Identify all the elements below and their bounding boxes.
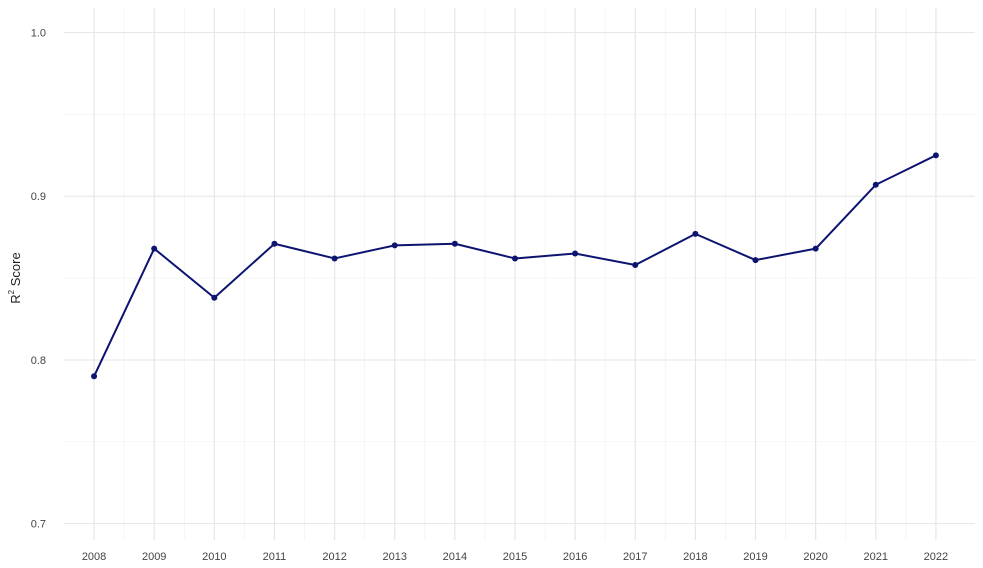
data-point (151, 245, 158, 252)
data-point (211, 294, 218, 301)
y-tick-label: 0.8 (31, 355, 46, 367)
data-point (271, 240, 278, 247)
x-tick-label: 2010 (202, 551, 226, 563)
x-tick-label: 2016 (563, 551, 587, 563)
x-tick-label: 2013 (382, 551, 406, 563)
data-point (391, 242, 398, 249)
x-tick-label: 2020 (803, 551, 827, 563)
x-tick-label: 2022 (924, 551, 948, 563)
x-tick-label: 2021 (864, 551, 888, 563)
data-point (331, 255, 338, 262)
data-point (572, 250, 579, 257)
y-tick-label: 1.0 (31, 28, 46, 40)
y-axis-title-superscript: 2 (7, 289, 16, 294)
x-tick-label: 2009 (142, 551, 166, 563)
minor-grid (64, 8, 975, 540)
y-tick-label: 0.7 (31, 519, 46, 531)
data-point (932, 152, 939, 159)
data-point (872, 181, 879, 188)
y-axis-title-main: R (8, 294, 23, 303)
x-tick-label: 2011 (263, 551, 287, 563)
x-tick-label: 2014 (443, 551, 467, 563)
data-point (451, 240, 458, 247)
x-axis-ticks: 2008 2009 2010 2011 2012 2013 2014 2015 2016 2017… (82, 551, 948, 563)
y-axis-title: R2 Score (7, 252, 23, 303)
series-layer (91, 152, 939, 380)
y-axis-ticks: 0.7 0.8 0.9 1.0 (31, 28, 46, 531)
x-tick-label: 2008 (82, 551, 106, 563)
x-tick-label: 2015 (503, 551, 527, 563)
data-point (752, 257, 759, 264)
data-point (511, 255, 518, 262)
data-point (692, 230, 699, 237)
data-point (91, 373, 98, 380)
data-point (632, 261, 639, 268)
x-tick-label: 2018 (683, 551, 707, 563)
y-axis-title-suffix: Score (8, 252, 23, 290)
major-grid (64, 8, 975, 540)
x-tick-label: 2017 (623, 551, 647, 563)
x-tick-label: 2012 (322, 551, 346, 563)
x-tick-label: 2019 (743, 551, 767, 563)
data-point (812, 245, 819, 252)
y-tick-label: 0.9 (31, 191, 46, 203)
